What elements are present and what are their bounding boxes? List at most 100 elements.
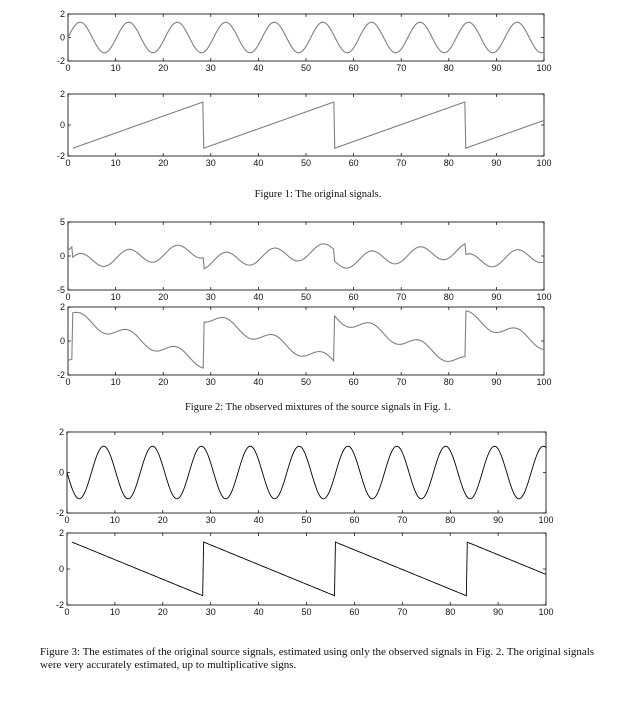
x-tick-label: 30 — [206, 63, 216, 73]
axes-frame — [66, 532, 547, 606]
x-tick-label: 30 — [206, 377, 216, 387]
x-tick-label: 90 — [493, 515, 503, 525]
figure-2-subplot-1: 0 10 20 30 40 50 60 70 80 90 100-505 — [57, 217, 552, 302]
y-tick-label: -2 — [57, 151, 65, 161]
x-tick-label: 30 — [206, 515, 216, 525]
x-tick-label: 20 — [158, 377, 168, 387]
y-tick-label: 0 — [60, 251, 65, 261]
x-tick-label: 70 — [397, 515, 407, 525]
axes-frame — [67, 306, 545, 376]
signal-line — [67, 242, 545, 270]
x-tick-label: 70 — [396, 292, 406, 302]
x-tick-label: 90 — [493, 607, 503, 617]
x-tick-label: 100 — [536, 292, 551, 302]
x-tick-label: 10 — [111, 63, 121, 73]
y-tick-label: -2 — [56, 600, 64, 610]
x-tick-label: 20 — [158, 607, 168, 617]
y-tick-label: 5 — [60, 217, 65, 227]
x-tick-label: 20 — [158, 158, 168, 168]
x-tick-label: 50 — [301, 377, 311, 387]
y-tick-label: 0 — [60, 120, 65, 130]
figure-1-subplot-1: 0 10 20 30 40 50 60 70 80 90 100-202 — [57, 9, 552, 73]
y-tick-label: -5 — [57, 285, 65, 295]
x-tick-label: 80 — [444, 292, 454, 302]
x-tick-label: 0 — [65, 377, 70, 387]
x-tick-label: 100 — [538, 607, 553, 617]
x-tick-label: 50 — [301, 158, 311, 168]
x-tick-label: 60 — [349, 158, 359, 168]
x-tick-label: 80 — [444, 63, 454, 73]
x-tick-label: 90 — [491, 63, 501, 73]
x-tick-label: 40 — [253, 158, 263, 168]
x-tick-label: 0 — [65, 292, 70, 302]
x-tick-label: 10 — [110, 515, 120, 525]
x-tick-label: 90 — [491, 377, 501, 387]
x-tick-label: 0 — [65, 158, 70, 168]
x-tick-label: 60 — [349, 63, 359, 73]
y-tick-label: 0 — [60, 33, 65, 43]
y-tick-label: -2 — [57, 56, 65, 66]
signal-line — [66, 445, 547, 500]
x-tick-label: 60 — [349, 292, 359, 302]
figure-2-caption: Figure 2: The observed mixtures of the s… — [184, 402, 452, 413]
axes-frame — [67, 221, 545, 291]
x-tick-label: 0 — [65, 63, 70, 73]
x-tick-label: 20 — [158, 515, 168, 525]
x-tick-label: 50 — [301, 515, 311, 525]
x-tick-label: 100 — [536, 377, 551, 387]
x-tick-label: 70 — [396, 158, 406, 168]
x-tick-label: 70 — [396, 377, 406, 387]
figure-3-caption: Figure 3: The estimates of the original … — [40, 646, 595, 671]
x-tick-label: 80 — [445, 515, 455, 525]
y-tick-label: 2 — [60, 89, 65, 99]
signal-line — [67, 310, 545, 369]
axes-frame — [67, 13, 545, 62]
y-tick-label: -2 — [56, 508, 64, 518]
x-tick-label: 70 — [397, 607, 407, 617]
x-tick-label: 90 — [491, 292, 501, 302]
y-tick-label: 0 — [59, 564, 64, 574]
x-tick-label: 0 — [64, 607, 69, 617]
y-tick-label: 2 — [60, 302, 65, 312]
x-tick-label: 40 — [254, 607, 264, 617]
x-tick-label: 60 — [349, 515, 359, 525]
x-tick-label: 10 — [111, 377, 121, 387]
x-tick-label: 100 — [536, 63, 551, 73]
x-tick-label: 10 — [111, 158, 121, 168]
x-tick-label: 60 — [349, 377, 359, 387]
x-tick-label: 90 — [491, 158, 501, 168]
x-tick-label: 80 — [445, 607, 455, 617]
x-tick-label: 20 — [158, 292, 168, 302]
x-tick-label: 40 — [253, 292, 263, 302]
x-tick-label: 10 — [110, 607, 120, 617]
x-tick-label: 50 — [301, 607, 311, 617]
x-tick-label: 20 — [158, 63, 168, 73]
x-tick-label: 40 — [253, 377, 263, 387]
figure-3-subplot-2: 0 10 20 30 40 50 60 70 80 90 100-202 — [56, 528, 554, 617]
x-tick-label: 30 — [206, 607, 216, 617]
x-tick-label: 60 — [349, 607, 359, 617]
figure-1-caption: Figure 1: The original signals. — [254, 189, 382, 200]
figure-3-subplot-1: 0 10 20 30 40 50 60 70 80 90 100-202 — [56, 427, 554, 525]
x-tick-label: 10 — [111, 292, 121, 302]
figure-2-subplot-2: 0 10 20 30 40 50 60 70 80 90 100-202 — [57, 302, 552, 387]
y-tick-label: 0 — [60, 336, 65, 346]
y-tick-label: -2 — [57, 370, 65, 380]
axes-frame — [66, 431, 547, 514]
y-tick-label: 0 — [59, 468, 64, 478]
figure-1-subplot-2: 0 10 20 30 40 50 60 70 80 90 100-202 — [57, 89, 552, 168]
y-tick-label: 2 — [59, 528, 64, 538]
x-tick-label: 40 — [253, 63, 263, 73]
x-tick-label: 50 — [301, 292, 311, 302]
x-tick-label: 100 — [536, 158, 551, 168]
signal-line — [71, 541, 547, 597]
x-tick-label: 70 — [396, 63, 406, 73]
x-tick-label: 100 — [538, 515, 553, 525]
x-tick-label: 80 — [444, 158, 454, 168]
y-tick-label: 2 — [60, 9, 65, 19]
x-tick-label: 30 — [206, 158, 216, 168]
x-tick-label: 30 — [206, 292, 216, 302]
x-tick-label: 50 — [301, 63, 311, 73]
y-tick-label: 2 — [59, 427, 64, 437]
